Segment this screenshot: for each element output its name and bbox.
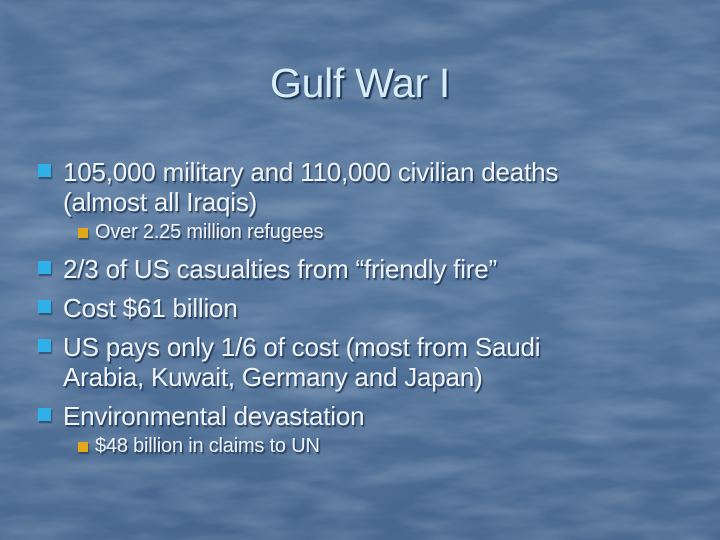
bullet-square-icon (78, 228, 88, 238)
bullet-item: 2/3 of US casualties from “friendly fire… (38, 254, 623, 284)
bullet-square-icon (38, 300, 51, 313)
bullet-item: $48 billion in claims to UN (38, 434, 616, 459)
bullet-square-icon (38, 261, 51, 274)
bullet-square-icon (38, 339, 51, 352)
bullet-square-icon (38, 408, 51, 421)
bullet-list: 105,000 military and 110,000 civilian de… (38, 157, 616, 459)
slide-title: Gulf War I (270, 60, 450, 106)
bullet-text: 2/3 of US casualties from “friendly fire… (63, 254, 497, 284)
bullet-square-icon (78, 442, 88, 452)
bullet-text: Over 2.25 million refugees (95, 221, 324, 243)
bullet-item: Cost $61 billion (38, 293, 623, 323)
bullet-text: 105,000 military and 110,000 civilian de… (63, 157, 559, 217)
bullet-text: Environmental devastation (63, 401, 365, 431)
bullet-item: Environmental devastation (38, 401, 623, 431)
bullet-square-icon (38, 164, 51, 177)
bullet-item: 105,000 military and 110,000 civilian de… (38, 157, 623, 217)
bullet-text: US pays only 1/6 of cost (most from Saud… (63, 332, 541, 392)
bullet-item: Over 2.25 million refugees (38, 220, 616, 245)
bullet-item: US pays only 1/6 of cost (most from Saud… (38, 332, 623, 392)
bullet-text: $48 billion in claims to UN (95, 435, 320, 457)
bullet-text: Cost $61 billion (63, 293, 238, 323)
